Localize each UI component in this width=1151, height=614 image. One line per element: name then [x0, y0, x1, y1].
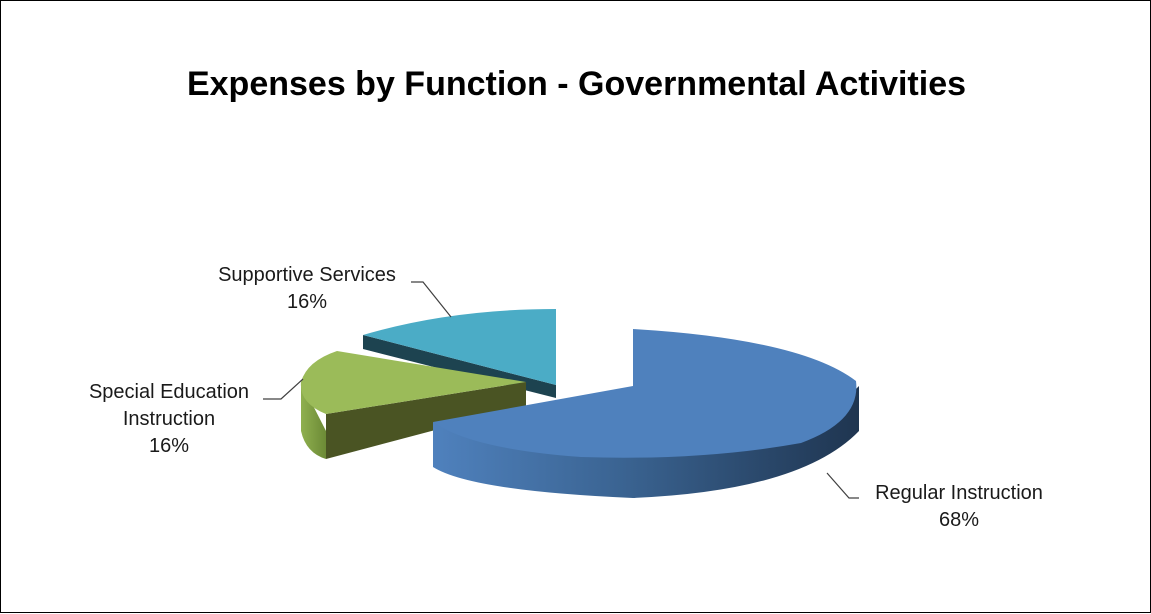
leader-line-supportive-services — [411, 281, 452, 318]
label-supportive-services-name: Supportive Services — [218, 264, 396, 286]
label-supportive-services-value: 16% — [287, 291, 327, 313]
label-special-education-name: Special Education — [89, 381, 249, 403]
slice-supportive-services-top — [363, 309, 556, 385]
slice-regular-instruction-side — [433, 386, 859, 498]
leader-line-special-education — [263, 378, 304, 400]
slice-special-education-cut — [326, 382, 526, 459]
chart-title: Expenses by Function - Governmental Acti… — [186, 65, 967, 103]
slice-regular-instruction-top — [433, 329, 857, 458]
label-regular-instruction-value: 68% — [939, 509, 979, 531]
leader-line-regular-instruction — [826, 472, 859, 499]
label-special-education-name-2: Instruction — [123, 408, 215, 430]
label-regular-instruction: Regular Instruction 68% — [826, 472, 1043, 531]
slice-regular-instruction — [433, 329, 859, 498]
label-regular-instruction-name: Regular Instruction — [875, 482, 1043, 504]
slice-special-education — [300, 351, 526, 459]
slice-special-education-top — [300, 351, 526, 414]
label-supportive-services: Supportive Services 16% — [218, 264, 452, 318]
label-special-education-value: 16% — [149, 435, 189, 457]
label-special-education: Special Education Instruction 16% — [89, 378, 304, 457]
